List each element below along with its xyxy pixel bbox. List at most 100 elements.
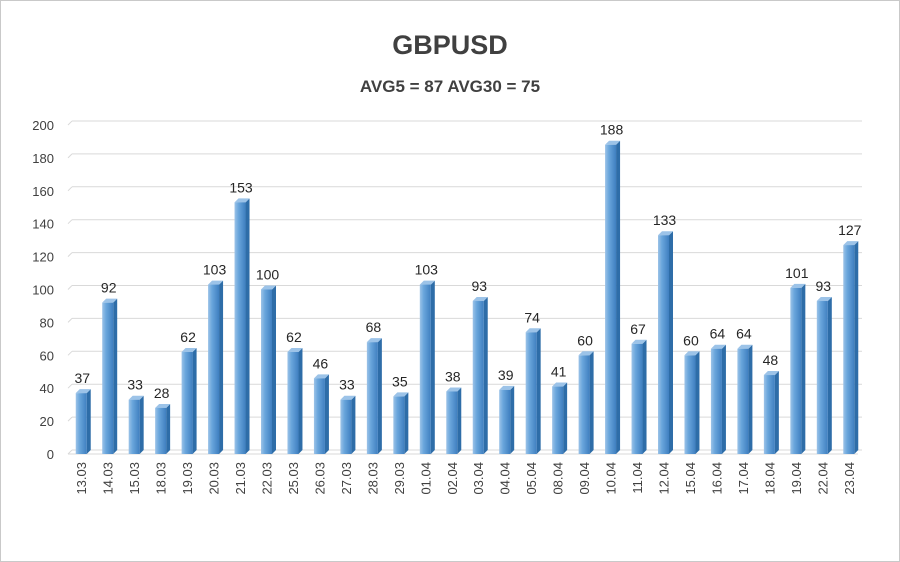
bar bbox=[499, 385, 515, 454]
y-tick-label: 140 bbox=[32, 217, 54, 232]
data-label: 103 bbox=[203, 262, 227, 278]
data-label: 74 bbox=[524, 309, 540, 325]
data-label: 33 bbox=[127, 377, 143, 393]
bar-front bbox=[525, 332, 537, 454]
bar bbox=[366, 338, 382, 454]
bar bbox=[658, 231, 673, 454]
x-tick-label: 18.03 bbox=[154, 462, 169, 495]
data-label: 62 bbox=[180, 329, 196, 345]
bar-side bbox=[695, 351, 700, 454]
bar-front bbox=[208, 284, 220, 454]
y-axis-ticks: 0 20 40 60 80 100 120 140 160 180 200 bbox=[32, 118, 54, 462]
bar-top bbox=[631, 339, 647, 344]
bar bbox=[102, 298, 118, 454]
bar-top bbox=[763, 371, 779, 376]
bar-front bbox=[631, 343, 643, 454]
bar-side bbox=[272, 285, 276, 454]
gridline-depth bbox=[67, 120, 73, 126]
bar bbox=[313, 374, 329, 454]
data-label: 37 bbox=[74, 370, 90, 386]
bar-side bbox=[774, 371, 779, 454]
bar-front bbox=[843, 245, 855, 454]
bar bbox=[816, 297, 832, 454]
data-label: 93 bbox=[471, 278, 487, 294]
bar-top bbox=[605, 140, 621, 145]
bar-side bbox=[827, 297, 832, 454]
y-tick-label: 100 bbox=[32, 283, 54, 298]
y-tick-label: 160 bbox=[32, 184, 54, 199]
bar-side bbox=[616, 140, 621, 455]
x-tick-label: 03.04 bbox=[471, 462, 486, 495]
bar-top bbox=[790, 283, 806, 288]
bar-side bbox=[139, 395, 144, 454]
x-tick-label: 19.04 bbox=[789, 462, 804, 495]
data-label: 67 bbox=[630, 321, 646, 337]
bar-side bbox=[404, 392, 409, 454]
x-tick-label: 25.03 bbox=[286, 462, 301, 495]
bar-side bbox=[589, 351, 594, 454]
bar-top bbox=[340, 395, 356, 400]
x-tick-label: 01.04 bbox=[418, 462, 433, 495]
gridline-depth bbox=[67, 350, 73, 356]
bar-top bbox=[75, 389, 91, 394]
x-tick-label: 28.03 bbox=[365, 462, 380, 495]
bar-side bbox=[166, 403, 171, 454]
data-label: 62 bbox=[286, 329, 302, 345]
x-tick-label: 11.04 bbox=[630, 462, 645, 494]
data-label: 39 bbox=[498, 367, 514, 383]
bar-top bbox=[261, 285, 276, 290]
x-tick-label: 08.04 bbox=[551, 462, 566, 495]
gridline-depth bbox=[67, 383, 73, 389]
bar-front bbox=[578, 355, 590, 454]
bar-top bbox=[525, 328, 541, 333]
bar bbox=[446, 387, 462, 454]
gridline-depth bbox=[67, 285, 73, 290]
x-tick-label: 04.04 bbox=[498, 462, 513, 495]
bar-side bbox=[377, 338, 382, 454]
bar bbox=[261, 285, 276, 454]
data-label: 92 bbox=[101, 280, 117, 296]
data-label: 93 bbox=[816, 278, 832, 294]
y-tick-label: 200 bbox=[32, 118, 54, 133]
bar-top bbox=[446, 387, 462, 392]
x-tick-label: 22.04 bbox=[815, 462, 830, 495]
bar bbox=[631, 339, 647, 454]
bar-front bbox=[234, 202, 246, 454]
bar-front bbox=[710, 348, 722, 454]
data-label: 188 bbox=[600, 122, 624, 138]
bar-top bbox=[552, 382, 568, 387]
bar-top bbox=[128, 395, 144, 400]
gridline-depth bbox=[67, 252, 73, 257]
x-tick-label: 15.03 bbox=[127, 462, 142, 495]
x-tick-label: 13.03 bbox=[74, 462, 89, 495]
data-label: 64 bbox=[710, 326, 726, 342]
y-tick-label: 180 bbox=[32, 151, 54, 166]
x-tick-label: 17.04 bbox=[736, 462, 751, 495]
bar-side bbox=[854, 241, 859, 454]
bar-side bbox=[298, 348, 303, 454]
bar-top bbox=[816, 297, 832, 302]
bar-top bbox=[419, 280, 435, 285]
bar-front bbox=[763, 375, 775, 454]
bar-top bbox=[155, 403, 171, 408]
bar-front bbox=[605, 144, 617, 455]
bar-side bbox=[245, 198, 250, 454]
bar-top bbox=[499, 385, 515, 390]
bar bbox=[472, 297, 488, 454]
data-label: 153 bbox=[229, 179, 253, 195]
bar-front bbox=[552, 386, 564, 454]
bar-front bbox=[340, 399, 352, 454]
bar-top bbox=[472, 297, 488, 302]
bar-front bbox=[790, 287, 802, 454]
gridline-depth bbox=[67, 449, 73, 455]
bar bbox=[75, 389, 91, 454]
chart-title: GBPUSD bbox=[392, 30, 508, 60]
bar bbox=[128, 395, 144, 454]
x-tick-label: 27.03 bbox=[339, 462, 354, 495]
bar-front bbox=[737, 348, 749, 454]
bar-top bbox=[393, 392, 409, 397]
data-label: 41 bbox=[551, 364, 567, 380]
data-label: 35 bbox=[392, 373, 408, 389]
bar bbox=[525, 328, 541, 454]
bar-top bbox=[710, 344, 726, 349]
